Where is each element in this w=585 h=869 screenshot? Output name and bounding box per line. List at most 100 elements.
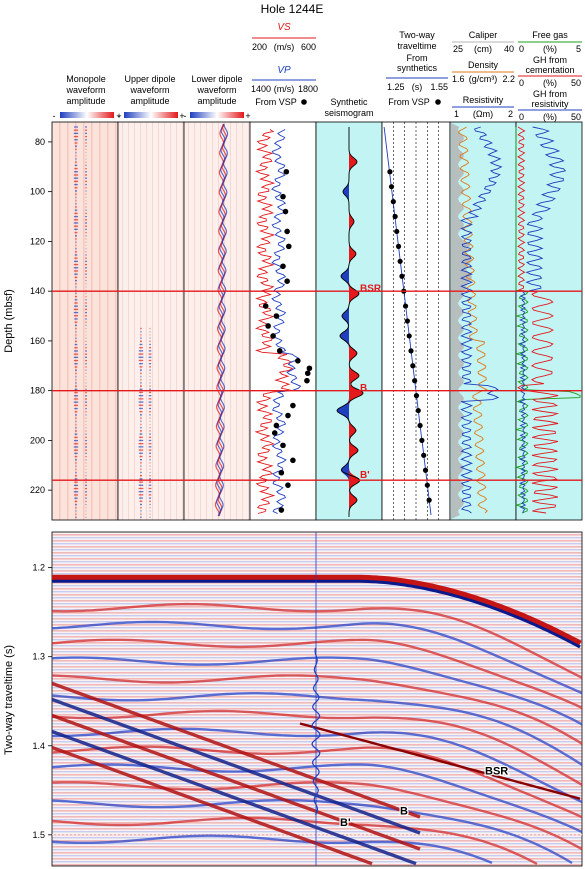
vsp-traveltime-point (397, 258, 403, 264)
upper-dipole-label-3: amplitude (130, 96, 169, 106)
vsp-velocity-point (304, 377, 310, 384)
upper-dipole-scale-minus: - (118, 111, 121, 121)
synthetic-lobe (349, 360, 359, 391)
lower-dipole-label-1: Lower dipole (191, 74, 242, 84)
resistivity-range-max: 2 (508, 109, 513, 119)
seismic-reflector (51, 781, 583, 851)
free-gas-range-unit: (%) (543, 44, 557, 54)
vs-range-min: 200 (252, 42, 267, 52)
vsp-velocity-point (290, 402, 296, 409)
upper-dipole-label-2: waveform (129, 85, 169, 95)
seismic-reflector (51, 620, 583, 695)
lower-dipole-label-3: amplitude (197, 96, 236, 106)
synthetic-label-2: seismogram (324, 108, 373, 118)
traveltime-sublabel-1: From (407, 53, 428, 63)
vp-range-max: 1800 (298, 84, 318, 94)
vsp-traveltime-point (413, 393, 420, 399)
density-label: Density (468, 60, 499, 70)
resistivity-gh-label-2: resistivity (531, 99, 569, 109)
upper-dipole-traces (138, 327, 152, 518)
seismic-reflector (51, 798, 573, 865)
seismic-reflector (51, 638, 583, 709)
vsp-velocity-point (295, 358, 301, 364)
synthetic-trace (336, 127, 364, 517)
vsp-velocity-point (285, 482, 291, 488)
seismic-reflectors: BSR B B' (51, 532, 583, 866)
vsp-traveltime-point (395, 243, 402, 249)
traveltime-range-unit: (s) (412, 82, 423, 92)
cementation-range-unit: (%) (543, 78, 557, 88)
vsp-velocity-point (278, 507, 285, 513)
monopole-colorbar (60, 112, 114, 118)
lower-dipole-scale-minus: - (184, 111, 187, 121)
free-gas-range-min: 0 (519, 44, 524, 54)
seismic-reflector (51, 692, 583, 766)
resistivity-gh-range-unit: (%) (543, 112, 557, 122)
vsp-traveltime-label: From VSP (388, 97, 430, 107)
synthetic-lobe (340, 321, 349, 351)
figure-title: Hole 1244E (261, 2, 324, 16)
cementation-label-2: cementation (525, 65, 574, 75)
seismic-section: BSR B B' 1.2 1.3 1.4 1.5 Two-way traveltime (… (3, 531, 583, 867)
vsp-traveltime-point (415, 407, 421, 414)
seismic-reflector (51, 834, 493, 865)
velocity-header: VS 200 (m/s) 600 VP 1400 (m/s) 1800 From… (251, 22, 318, 107)
vsp-traveltime-point (387, 169, 393, 175)
synthetic-lobe (349, 206, 354, 237)
vsp-traveltime-point (404, 318, 410, 324)
synthetic-lobe (349, 338, 357, 369)
vp-range-unit: (m/s) (274, 84, 295, 94)
vsp-traveltime-point (406, 333, 412, 339)
upper-dipole-label-1: Upper dipole (124, 74, 175, 84)
density-curve (458, 126, 488, 514)
bsr-reflector (299, 722, 581, 800)
caliper-label: Caliper (469, 30, 498, 40)
resistivity-gh-curve (518, 126, 567, 514)
vsp-velocity-point (280, 193, 286, 200)
depth-tick-label: 80 (35, 137, 45, 147)
depth-tick-label: 200 (30, 435, 45, 445)
resistivity-label: Resistivity (463, 95, 504, 105)
free-gas-range-max: 5 (576, 44, 581, 54)
vsp-traveltime-legend-dot (435, 99, 441, 105)
lower-dipole-label-2: waveform (196, 85, 236, 95)
dipping-reflector (51, 713, 421, 851)
traveltime-range-max: 1.55 (430, 82, 448, 92)
seismic-reflector-label: B (400, 805, 408, 817)
traveltime-sublabel-2: synthetics (397, 63, 438, 73)
caliper-range-min: 25 (453, 44, 463, 54)
log-panels: BSR B B' 80 100 120 140 160 180 200 220 Depth (mb… (3, 121, 583, 521)
vp-range-min: 1400 (251, 84, 271, 94)
vsp-velocity-point (306, 365, 313, 372)
waveform-headers: Monopole waveform amplitude - + Upper di… (53, 74, 251, 121)
depth-tick-label: 220 (30, 485, 45, 495)
gas-hydrate-panel (515, 121, 583, 521)
resistivity-range-min: 1 (454, 109, 459, 119)
density-range-min: 1.6 (452, 74, 465, 84)
caliper-range-unit: (cm) (474, 44, 492, 54)
synthetic-lobe (349, 435, 358, 466)
depth-tick-label: 120 (30, 236, 45, 246)
depth-tick-label: 160 (30, 336, 45, 346)
synthetic-lobe (337, 395, 349, 426)
vsp-velocity-point (284, 228, 290, 235)
resistivity-gh-range-min: 0 (519, 112, 524, 122)
dipping-reflector (51, 697, 421, 835)
depth-axis: 80 100 120 140 160 180 200 220 (30, 137, 52, 495)
vsp-velocity-point (278, 469, 285, 476)
synthetic-lobe (341, 261, 349, 292)
lower-dipole-scale-plus: + (245, 111, 250, 121)
synthetic-lobe (349, 415, 356, 446)
vsp-traveltime-point (408, 348, 414, 354)
upper-dipole-panel (117, 121, 185, 521)
monopole-label-3: amplitude (66, 96, 105, 106)
horizon-lines (52, 290, 582, 481)
monopole-panel (51, 121, 119, 521)
vsp-velocity-point (262, 303, 269, 309)
cementation-label-1: GH from (533, 55, 567, 65)
synthetic-lobe (341, 455, 349, 486)
vsp-velocity-legend-dot (301, 99, 307, 105)
synthetic-label-1: Synthetic (330, 97, 368, 107)
vsp-traveltime-point (417, 422, 423, 429)
